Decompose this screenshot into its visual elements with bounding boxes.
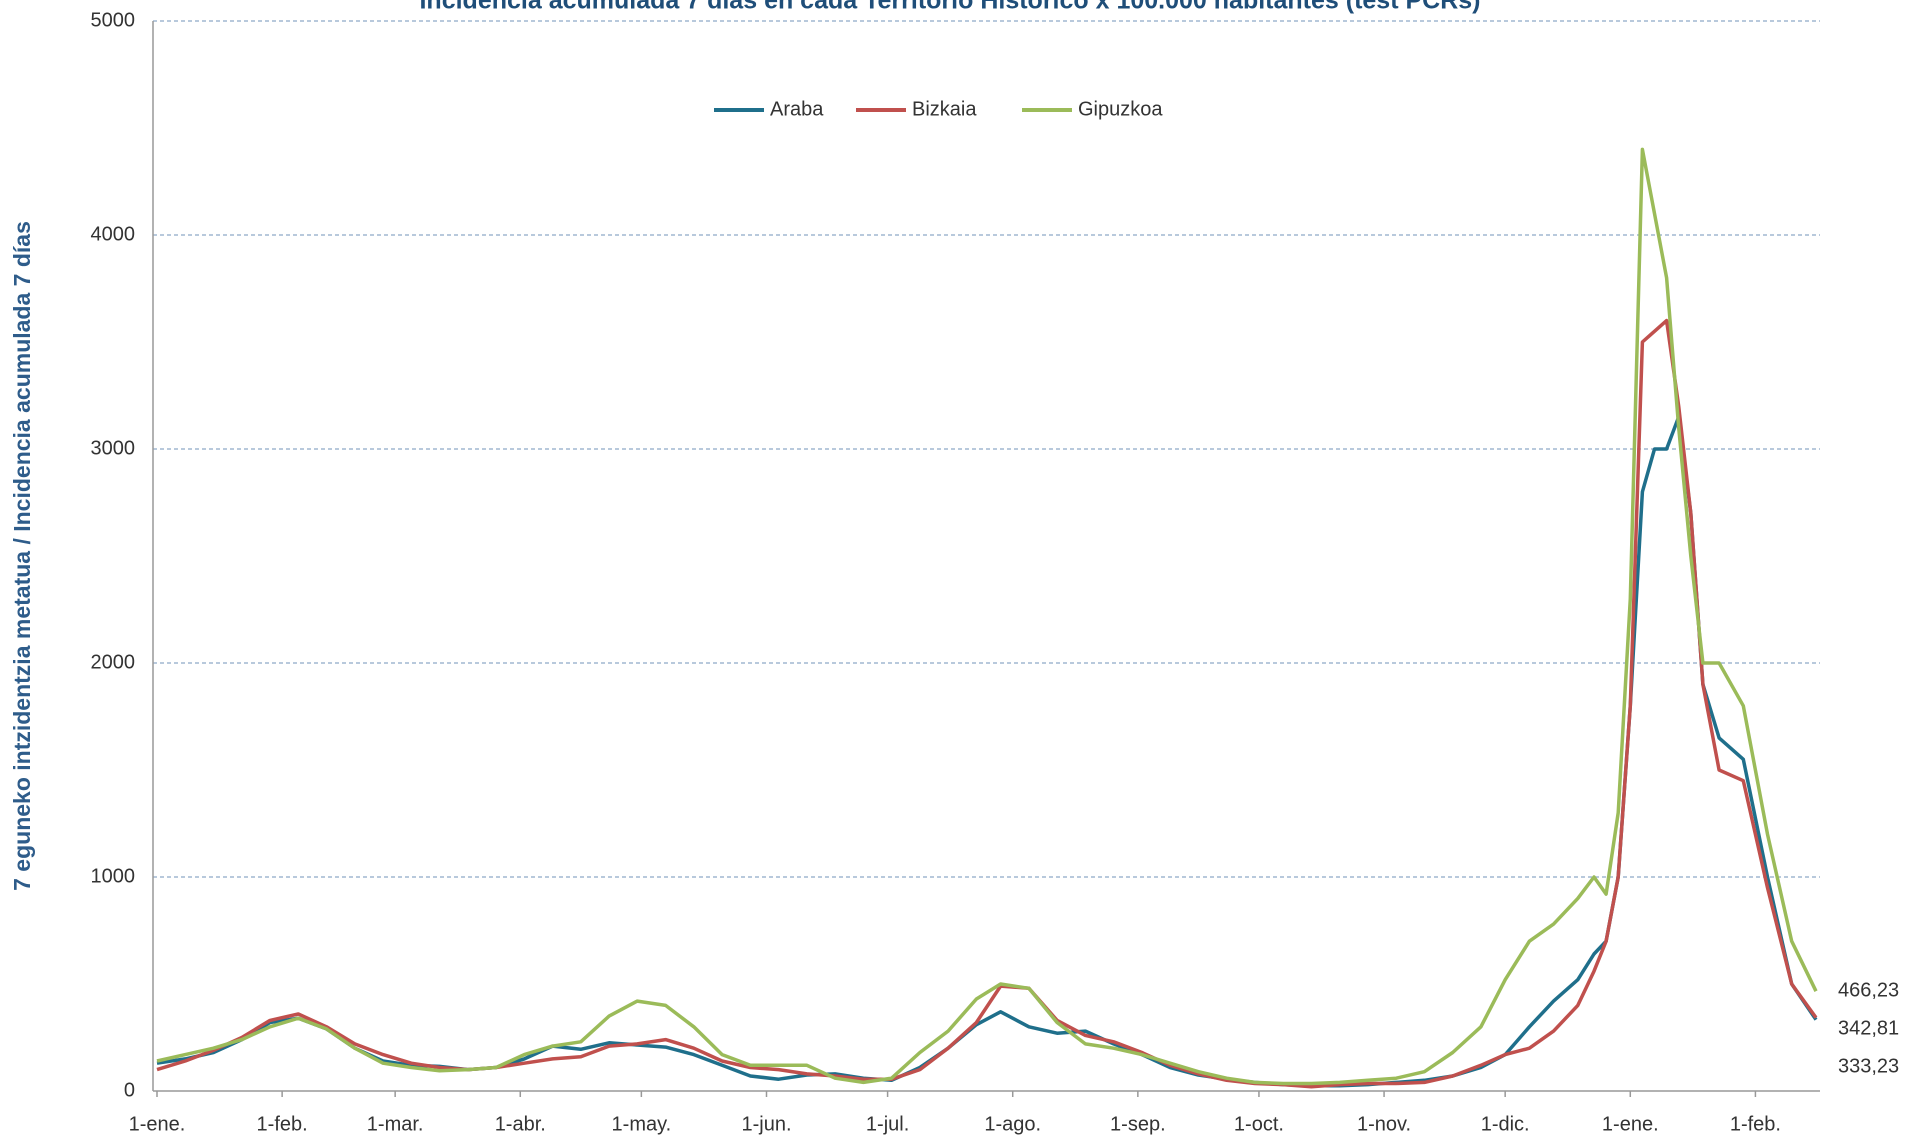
x-tick-label: 1-feb.	[1730, 1113, 1781, 1135]
series-line	[156, 318, 1818, 1089]
x-tick-label: 1-nov.	[1357, 1113, 1411, 1135]
legend-label: Gipuzkoa	[1078, 98, 1163, 120]
end-value-label: 466,23	[1838, 980, 1899, 1002]
y-tick-label: 3000	[91, 437, 136, 459]
y-tick-label: 4000	[91, 223, 136, 245]
x-tick-label: 1-jun.	[741, 1113, 791, 1135]
legend-label: Bizkaia	[912, 98, 977, 120]
y-tick-label: 5000	[91, 9, 136, 31]
x-tick-label: 1-oct.	[1234, 1113, 1284, 1135]
series-line	[156, 415, 1818, 1088]
x-tick-label: 1-abr.	[495, 1113, 546, 1135]
end-value-label: 342,81	[1838, 1018, 1899, 1040]
x-tick-label: 1-sep.	[1110, 1113, 1166, 1135]
y-tick-label: 1000	[91, 865, 136, 887]
x-tick-label: 1-mar.	[367, 1113, 424, 1135]
x-tick-label: 1-may.	[612, 1113, 672, 1135]
x-tick-label: 1-ago.	[984, 1113, 1041, 1135]
end-value-label: 333,23	[1838, 1056, 1899, 1078]
y-tick-label: 0	[124, 1079, 135, 1101]
y-axis-title: 7 eguneko intzidentzia metatua / Inciden…	[9, 221, 35, 891]
x-tick-label: 1-dic.	[1481, 1113, 1530, 1135]
x-tick-label: 1-feb.	[257, 1113, 308, 1135]
x-tick-label: 1-jul.	[866, 1113, 909, 1135]
chart-title: Incidencia acumulada 7 días en cada Terr…	[419, 0, 1480, 15]
y-tick-label: 2000	[91, 651, 136, 673]
legend-label: Araba	[770, 98, 824, 120]
x-tick-label: 1-ene.	[1602, 1113, 1659, 1135]
series-line	[156, 147, 1818, 1086]
x-tick-label: 1-ene.	[129, 1113, 186, 1135]
